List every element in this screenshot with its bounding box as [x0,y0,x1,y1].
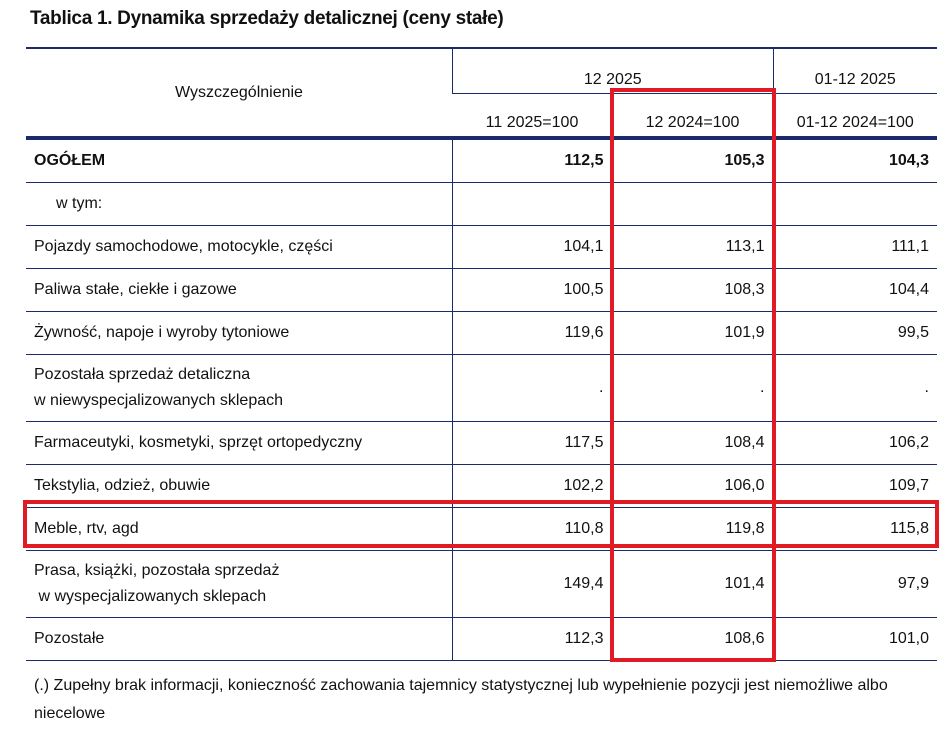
cell: 110,8 [452,507,612,551]
cell: . [611,354,773,422]
header-col-3: 01-12 2024=100 [772,93,937,140]
row-label: Meble, rtv, agd [26,507,453,551]
cell: 112,3 [452,617,612,661]
cell: 101,9 [611,311,773,355]
cell: 113,1 [611,225,773,269]
cell: 104,1 [452,225,612,269]
row-label: Pozostała sprzedaż detaliczna w niewyspec… [26,354,453,422]
header-col-2: 12 2024=100 [611,93,773,140]
cell: 119,6 [452,311,612,355]
cell: 101,4 [611,550,773,618]
cell: 105,3 [611,138,773,183]
header-group-12-2025: 12 2025 [452,47,773,94]
row-label: Pojazdy samochodowe, motocykle, części [26,225,453,269]
row-label: OGÓŁEM [26,138,453,183]
cell: 106,2 [772,421,937,465]
row-label: Tekstylia, odzież, obuwie [26,464,453,508]
table-row: Pojazdy samochodowe, motocykle, części 10… [26,225,937,269]
cell: 101,0 [772,617,937,661]
row-label: w tym: [26,182,453,226]
table-row: Prasa, książki, pozostała sprzedaż w wys… [26,550,937,618]
cell: 104,4 [772,268,937,312]
cell: 99,5 [772,311,937,355]
table-row: Tekstylia, odzież, obuwie 102,2 106,0 109,7 [26,464,937,508]
row-label: Żywność, napoje i wyroby tytoniowe [26,311,453,355]
header-col-1: 11 2025=100 [452,93,612,140]
cell: 119,8 [611,507,773,551]
cell: 108,4 [611,421,773,465]
row-label: Pozostałe [26,617,453,661]
table-row: Pozostała sprzedaż detaliczna w niewyspec… [26,354,937,422]
cell [611,182,773,226]
cell: 97,9 [772,550,937,618]
table-row: Meble, rtv, agd 110,8 119,8 115,8 [26,507,937,551]
cell: . [772,354,937,422]
footnote: (.) Zupełny brak informacji, konieczność… [34,677,888,722]
row-label-line1: Prasa, książki, pozostała sprzedaż [34,562,280,579]
row-label-line1: Pozostała sprzedaż detaliczna [34,366,251,383]
row-label: Paliwa stałe, ciekłe i gazowe [26,268,453,312]
cell: 108,3 [611,268,773,312]
retail-sales-table: Wyszczególnienie 12 2025 01-12 2025 11 2… [26,47,937,661]
row-label: Prasa, książki, pozostała sprzedaż w wys… [26,550,453,618]
cell: 100,5 [452,268,612,312]
row-label-line2: w wyspecjalizowanych sklepach [34,588,267,605]
header-row-label: Wyszczególnienie [26,47,453,140]
table-row: Pozostałe 112,3 108,6 101,0 [26,617,937,661]
row-label-line2: w niewyspecjalizowanych sklepach [34,392,284,409]
table-row: Żywność, napoje i wyroby tytoniowe 119,6 1… [26,311,937,355]
cell: 108,6 [611,617,773,661]
cell: 104,3 [772,138,937,183]
cell: 112,5 [452,138,612,183]
row-label: Farmaceutyki, kosmetyki, sprzęt ortopedy… [26,421,453,465]
cell: . [452,354,612,422]
cell: 149,4 [452,550,612,618]
cell: 117,5 [452,421,612,465]
cell: 109,7 [772,464,937,508]
cell [452,182,612,226]
header-group-01-12-2025: 01-12 2025 [772,47,937,94]
table-row: Paliwa stałe, ciekłe i gazowe 100,5 108,3 1… [26,268,937,312]
table-title: Tablica 1. Dynamika sprzedaży detaliczne… [30,8,504,29]
cell: 115,8 [772,507,937,551]
cell: 111,1 [772,225,937,269]
table-row: w tym: [26,182,937,226]
cell [772,182,937,226]
table-row: Farmaceutyki, kosmetyki, sprzęt ortopedy… [26,421,937,465]
cell: 106,0 [611,464,773,508]
cell: 102,2 [452,464,612,508]
table-row: OGÓŁEM 112,5 105,3 104,3 [26,138,937,183]
